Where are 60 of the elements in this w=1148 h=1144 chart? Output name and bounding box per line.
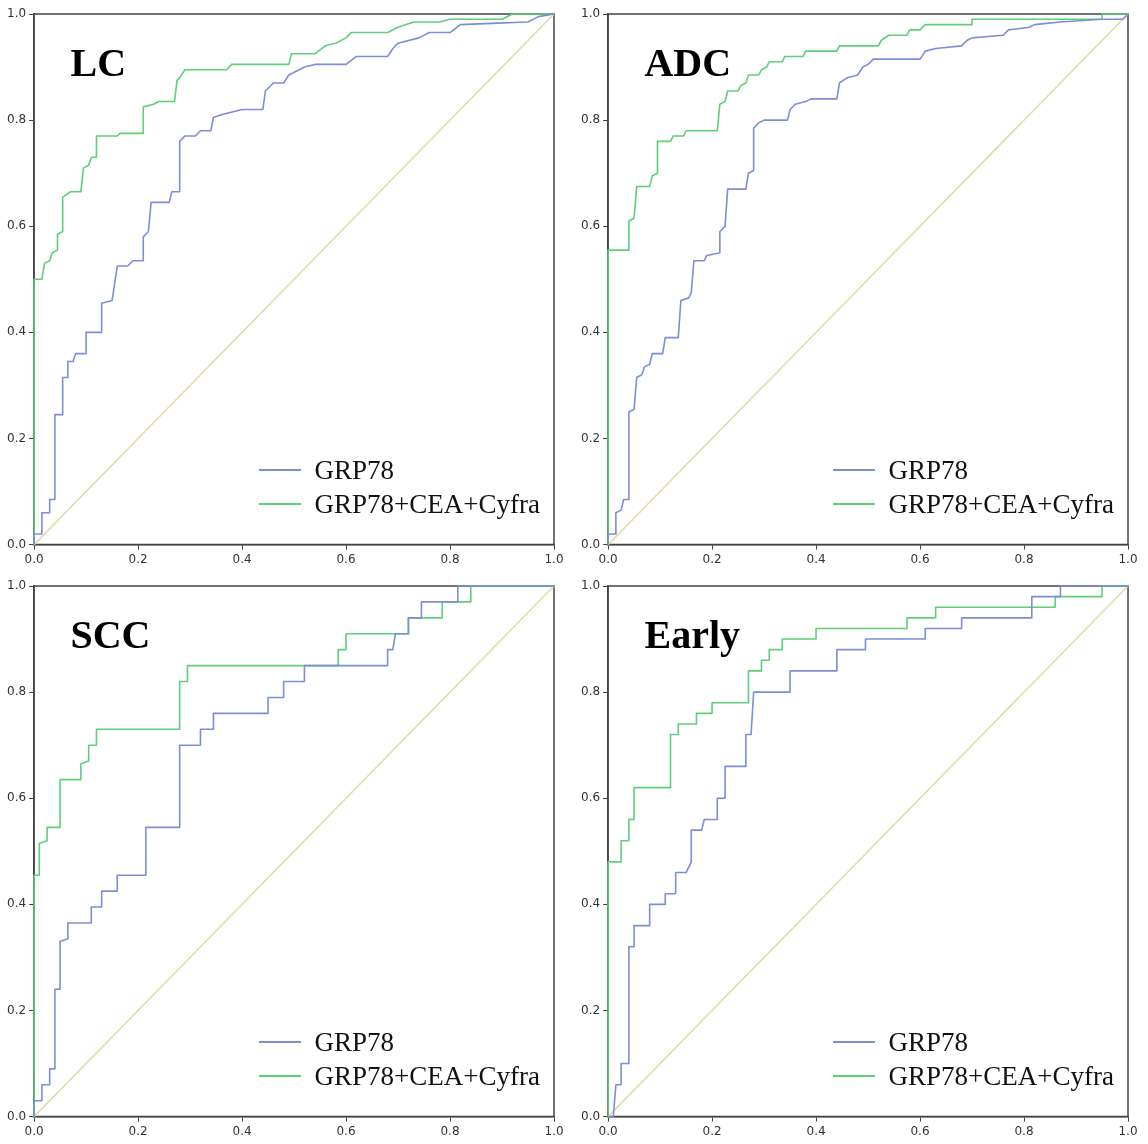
legend-label: GRP78 <box>888 453 969 487</box>
x-tick-label: 0.0 <box>24 1123 44 1138</box>
text: SCC <box>70 612 151 657</box>
y-tick-label: 0.2 <box>6 1002 27 1017</box>
y-tick-label: 1.0 <box>580 578 601 593</box>
x-tick-label: 0.6 <box>336 551 356 566</box>
y-tick-label: 0.0 <box>580 536 601 551</box>
y-tick-label: 0.6 <box>6 218 27 233</box>
y-tick-label: 0.4 <box>580 896 601 911</box>
x-tick-label: 1.0 <box>1118 1123 1138 1138</box>
y-tick-label: 0.8 <box>580 112 601 127</box>
y-tick-label: 1.0 <box>6 6 27 21</box>
x-tick-label: 0.8 <box>440 1123 460 1138</box>
y-tick-label: 0.0 <box>580 1108 601 1123</box>
y-tick-label: 0.2 <box>6 430 27 445</box>
x-tick-label: 0.4 <box>232 1123 252 1138</box>
y-tick-label: 0.4 <box>6 896 27 911</box>
x-tick-label: 0.2 <box>702 1123 722 1138</box>
y-tick-label: 0.2 <box>580 430 601 445</box>
x-tick-label: 0.6 <box>910 1123 930 1138</box>
y-tick-label: 1.0 <box>6 578 27 593</box>
y-tick-label: 0.8 <box>6 684 27 699</box>
x-tick-label: 0.4 <box>806 551 826 566</box>
x-tick-label: 0.2 <box>702 551 722 566</box>
legend-label: GRP78+CEA+Cyfra <box>888 487 1114 521</box>
y-tick-label: 0.6 <box>6 790 27 805</box>
x-tick-label: 0.4 <box>232 551 252 566</box>
y-tick-label: 0.6 <box>580 218 601 233</box>
y-tick-label: 0.2 <box>580 1002 601 1017</box>
x-tick-label: 0.8 <box>1014 1123 1034 1138</box>
legend-label: GRP78 <box>888 1025 969 1059</box>
legend-label: GRP78 <box>314 453 395 487</box>
legend-label: GRP78 <box>314 1025 395 1059</box>
x-tick-label: 0.2 <box>128 1123 148 1138</box>
y-tick-label: 0.0 <box>6 1108 27 1123</box>
y-tick-label: 1.0 <box>580 6 601 21</box>
x-tick-label: 1.0 <box>544 1123 564 1138</box>
x-tick-label: 1.0 <box>1118 551 1138 566</box>
x-tick-label: 0.6 <box>336 1123 356 1138</box>
legend-label: GRP78+CEA+Cyfra <box>314 1059 540 1093</box>
y-tick-label: 0.8 <box>6 112 27 127</box>
y-tick-label: 0.4 <box>580 324 601 339</box>
y-tick-label: 0.4 <box>6 324 27 339</box>
x-tick-label: 0.8 <box>1014 551 1034 566</box>
y-tick-label: 0.8 <box>580 684 601 699</box>
legend-label: GRP78+CEA+Cyfra <box>314 487 540 521</box>
x-tick-label: 0.4 <box>806 1123 826 1138</box>
y-tick-label: 0.6 <box>580 790 601 805</box>
x-tick-label: 0.0 <box>598 551 618 566</box>
x-tick-label: 0.0 <box>598 1123 618 1138</box>
x-tick-label: 0.0 <box>24 551 44 566</box>
x-tick-label: 0.2 <box>128 551 148 566</box>
text: Early <box>644 612 741 657</box>
x-tick-label: 0.8 <box>440 551 460 566</box>
x-tick-label: 1.0 <box>544 551 564 566</box>
legend-label: GRP78+CEA+Cyfra <box>888 1059 1114 1093</box>
text: LC <box>70 40 127 85</box>
y-tick-label: 0.0 <box>6 536 27 551</box>
x-tick-label: 0.6 <box>910 551 930 566</box>
text: ADC <box>644 40 732 85</box>
